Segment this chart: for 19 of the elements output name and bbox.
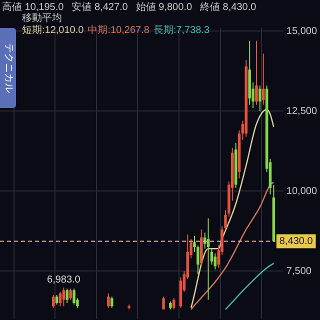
annotation: テクニカル xyxy=(2,42,14,95)
y-tick-label: 10,000 xyxy=(286,186,318,197)
annotation: 6,983.0 xyxy=(47,274,81,286)
text: 安値 8,427.0 xyxy=(72,0,128,14)
text: 短期:12,010.0 xyxy=(22,25,84,37)
text: 始値 9,800.0 xyxy=(136,1,192,14)
side-tab: テクニカル xyxy=(0,28,16,108)
text: 長期:7,738.3 xyxy=(153,25,210,37)
line-series xyxy=(224,262,274,310)
text: 高値 10,195.0 xyxy=(2,0,64,13)
ref-line-label: 8,430.0 xyxy=(279,236,314,248)
text: 中期:10,267.8 xyxy=(88,25,150,37)
line-series xyxy=(190,182,274,310)
legend-title: 移動平均 xyxy=(22,13,63,24)
y-tick-label: 12,500 xyxy=(286,106,318,117)
line-series xyxy=(190,108,274,308)
y-tick-label: 15,000 xyxy=(286,26,318,37)
y-tick-label: 7,500 xyxy=(286,266,312,277)
text: 終値 8,430.0 xyxy=(200,1,256,14)
